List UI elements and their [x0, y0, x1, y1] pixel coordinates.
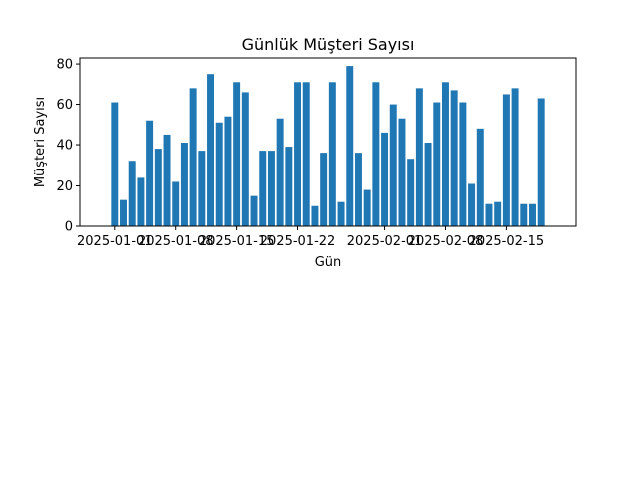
bar-2025-02-07: [433, 102, 441, 226]
bar-2025-02-18: [529, 203, 536, 226]
bar-2025-02-16: [511, 88, 519, 226]
bar-2025-02-04: [407, 159, 415, 226]
y-tick-label: 60: [56, 98, 73, 113]
y-tick-label: 40: [56, 139, 73, 154]
bar-2025-02-13: [485, 203, 493, 226]
bar-2025-01-25: [320, 153, 328, 226]
bar-2025-01-03: [128, 161, 136, 226]
bar-2025-01-28: [346, 66, 354, 226]
bar-2025-02-05: [415, 88, 423, 226]
bar-2025-01-05: [146, 120, 154, 226]
bar-2025-02-09: [450, 90, 458, 226]
bar-2025-02-06: [424, 143, 432, 226]
bar-2025-02-11: [468, 183, 476, 226]
y-tick-label: 0: [65, 220, 73, 235]
bar-2025-01-02: [120, 199, 127, 226]
y-tick-label: 80: [56, 58, 73, 73]
bar-2025-01-18: [259, 151, 267, 226]
y-axis: 0 20 40 60 80: [56, 58, 80, 235]
bar-2025-01-29: [354, 153, 362, 226]
bar-2025-01-27: [337, 201, 345, 226]
bar-2025-01-13: [215, 122, 223, 226]
bar-2025-01-10: [189, 88, 197, 226]
bar-2025-01-23: [302, 82, 310, 226]
bar-2025-01-19: [267, 151, 275, 226]
chart-title: Günlük Müşteri Sayısı: [242, 35, 415, 54]
bar-2025-01-14: [224, 116, 232, 226]
bar-2025-01-06: [154, 149, 162, 226]
x-tick-label: 2025-01-22: [260, 234, 336, 249]
bar-2025-01-22: [294, 82, 302, 226]
bar-2025-01-11: [198, 151, 206, 226]
bar-2025-02-12: [476, 128, 484, 226]
bar-2025-01-31: [372, 82, 380, 226]
bar-2025-01-01: [111, 102, 119, 226]
x-axis: 2025-01-012025-01-082025-01-152025-01-22…: [77, 226, 544, 249]
x-tick-label: 2025-01-08: [138, 234, 214, 249]
bar-2025-01-08: [172, 181, 180, 226]
bar-2025-02-08: [441, 82, 449, 226]
bar-2025-01-20: [276, 118, 284, 226]
bar-2025-02-10: [459, 102, 467, 226]
bar-2025-01-24: [311, 205, 319, 226]
bar-2025-01-26: [328, 82, 336, 226]
bar-2025-01-12: [207, 74, 215, 226]
bar-2025-01-09: [180, 143, 188, 226]
x-tick-label: 2025-01-01: [77, 234, 153, 249]
bar-2025-02-02: [389, 104, 397, 226]
x-axis-label: Gün: [315, 255, 342, 270]
x-tick-label: 2025-02-15: [469, 234, 545, 249]
bar-2025-02-03: [398, 118, 406, 226]
bar-2025-01-07: [163, 134, 171, 226]
bars-group: [111, 66, 545, 227]
bar-2025-01-30: [363, 189, 371, 226]
bar-2025-01-21: [285, 147, 293, 226]
bar-2025-02-17: [520, 203, 528, 226]
x-tick-label: 2025-02-01: [347, 234, 423, 249]
plot-frame: [79, 57, 577, 227]
x-tick-label: 2025-02-08: [408, 234, 484, 249]
bar-2025-01-04: [137, 177, 145, 226]
y-tick-label: 20: [56, 179, 73, 194]
bar-2025-01-17: [250, 195, 258, 226]
x-tick-label: 2025-01-15: [199, 234, 275, 249]
bar-2025-02-15: [502, 94, 510, 227]
y-axis-label: Müşteri Sayısı: [33, 97, 48, 187]
bar-2025-02-14: [494, 201, 502, 226]
bar-2025-01-16: [241, 92, 249, 226]
bar-2025-02-19: [537, 98, 545, 226]
bar-2025-02-01: [381, 132, 389, 226]
bar-2025-01-15: [233, 82, 241, 226]
